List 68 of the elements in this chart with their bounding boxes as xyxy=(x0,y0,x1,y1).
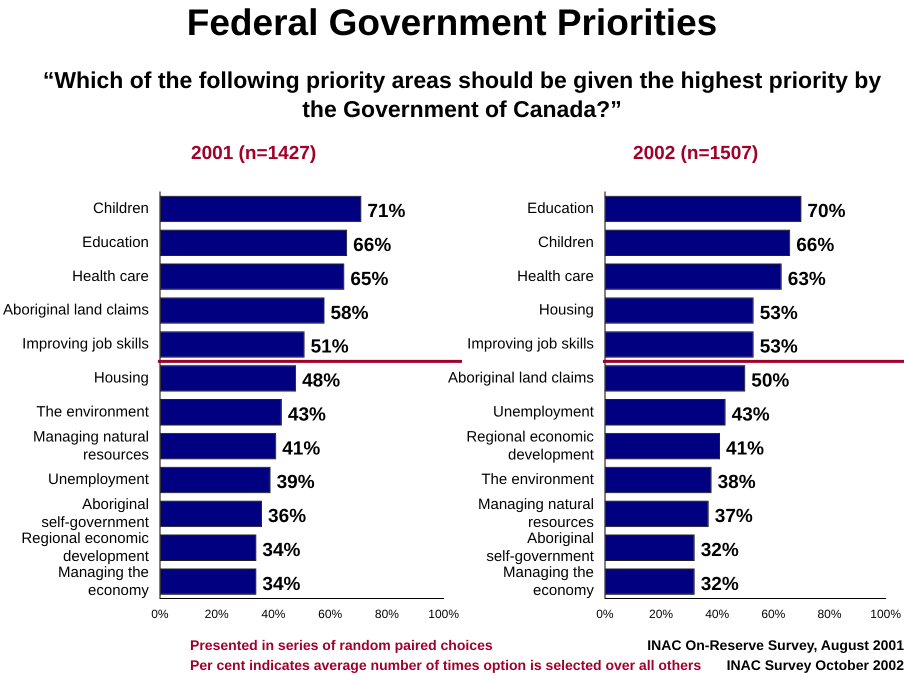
x-tick-label: 20% xyxy=(204,607,229,622)
y-tick-label: Children xyxy=(93,200,149,218)
y-tick-label: Unemployment xyxy=(493,403,595,420)
text: INAC Survey October 2002 xyxy=(726,657,904,673)
y-tick-label: Education xyxy=(82,234,149,251)
y-tick-label: Regional economic development xyxy=(466,428,595,464)
chart-subtitle: “Which of the following priority areas should be given the highest priority by the Government of Canada?” xyxy=(42,66,882,124)
x-tick-label: 0% xyxy=(151,607,169,622)
data-label: 43% xyxy=(288,404,326,426)
y-tick-label: Improving job skills xyxy=(467,336,594,353)
y-tick-label: Regional economic development xyxy=(21,530,150,565)
y-tick-label: Housing xyxy=(94,370,149,386)
x-tick-label: 60% xyxy=(318,607,342,622)
data-label: 58% xyxy=(330,302,369,324)
x-tick-label: 100% xyxy=(870,607,902,622)
y-tick-label: Managing the economy xyxy=(58,564,150,599)
data-label: 70% xyxy=(807,201,846,222)
x-tick-label: 0% xyxy=(596,607,614,622)
x-tick-label: 80% xyxy=(817,607,842,622)
data-label: 32% xyxy=(700,540,739,562)
data-label: 50% xyxy=(751,370,790,392)
y-tick-label: Health care xyxy=(72,268,149,285)
y-tick-label: Health care xyxy=(517,268,594,285)
y-tick-label: Housing xyxy=(538,302,594,319)
data-label: 34% xyxy=(262,540,301,562)
data-label: 51% xyxy=(310,336,349,358)
text: INAC On-Reserve Survey, August 2001 xyxy=(647,637,904,653)
y-tick-label: Education xyxy=(527,200,594,218)
data-label: 41% xyxy=(282,438,320,460)
x-tick-label: 80% xyxy=(374,607,400,622)
y-tick-label: Aboriginal self-government xyxy=(41,496,150,532)
data-label: 48% xyxy=(302,370,340,392)
text: 2002 (n=1507) xyxy=(633,143,758,165)
text: Per cent indicates average number of times option is selected over all others xyxy=(190,657,702,673)
x-tick-label: 40% xyxy=(261,607,286,622)
chart-title: Federal Government Priorities xyxy=(186,2,718,44)
y-tick-label: Aboriginal land claims xyxy=(3,302,149,319)
data-label: 66% xyxy=(796,235,834,256)
y-tick-label: The environment xyxy=(36,403,150,420)
y-tick-label: Aboriginal self-government xyxy=(486,530,595,565)
text: Presented in series of random paired choices xyxy=(190,637,493,653)
data-label: 34% xyxy=(262,574,301,595)
y-tick-label: Children xyxy=(538,234,594,251)
data-label: 39% xyxy=(276,472,315,494)
data-label: 41% xyxy=(726,438,764,460)
y-tick-label: Managing natural resources xyxy=(32,428,149,464)
y-tick-label: Managing natural resources xyxy=(478,496,594,532)
data-label: 71% xyxy=(367,201,406,222)
data-label: 43% xyxy=(732,404,770,426)
y-tick-label: Unemployment xyxy=(48,471,150,488)
data-label: 63% xyxy=(788,268,826,290)
x-tick-label: 20% xyxy=(649,607,674,622)
x-tick-label: 40% xyxy=(705,607,730,622)
data-label: 66% xyxy=(353,235,392,256)
data-label: 53% xyxy=(760,336,798,358)
data-label: 38% xyxy=(718,472,756,494)
y-tick-label: Managing the economy xyxy=(503,564,594,599)
data-label: 65% xyxy=(350,268,388,290)
x-tick-label: 60% xyxy=(761,607,786,622)
data-label: 36% xyxy=(268,506,306,528)
data-label: 37% xyxy=(714,506,753,528)
y-tick-label: The environment xyxy=(481,471,595,488)
y-tick-label: Improving job skills xyxy=(22,336,149,353)
x-tick-label: 100% xyxy=(428,607,460,622)
data-label: 53% xyxy=(760,302,798,324)
text: 2001 (n=1427) xyxy=(191,143,316,165)
data-label: 32% xyxy=(700,574,739,595)
y-tick-label: Aboriginal land claims xyxy=(448,370,594,386)
